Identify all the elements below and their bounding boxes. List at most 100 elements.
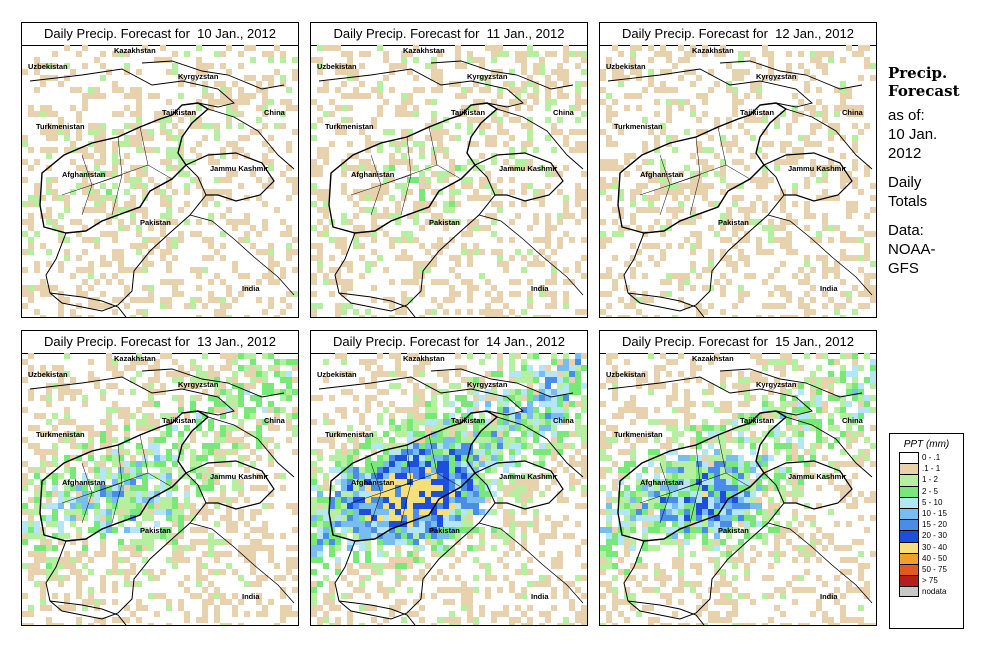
- precip-cell: [684, 99, 690, 105]
- precip-cell: [678, 407, 684, 413]
- precip-cell: [76, 509, 82, 515]
- precip-cell: [317, 527, 323, 533]
- precip-cell: [317, 219, 323, 225]
- precip-cell: [768, 231, 774, 237]
- precip-cell: [744, 273, 750, 279]
- precip-cell: [389, 509, 395, 515]
- precip-cell: [100, 261, 106, 267]
- coastline: [49, 600, 127, 625]
- precip-cell: [142, 491, 148, 497]
- precip-cell: [371, 527, 377, 533]
- precip-cell: [365, 503, 371, 509]
- precip-cell: [154, 611, 160, 617]
- precip-cell: [118, 51, 124, 57]
- precip-cell: [762, 183, 768, 189]
- precip-cell: [449, 437, 455, 443]
- precip-cell: [172, 413, 178, 419]
- precip-cell: [166, 527, 172, 533]
- precip-cell: [232, 99, 238, 105]
- precip-cell: [431, 413, 437, 419]
- precip-cell: [509, 81, 515, 87]
- precip-cell: [196, 105, 202, 111]
- precip-cell: [467, 51, 473, 57]
- precip-cell: [672, 315, 678, 317]
- precip-cell: [467, 297, 473, 303]
- precip-cell: [774, 425, 780, 431]
- precip-cell: [840, 303, 846, 309]
- precip-cell: [154, 93, 160, 99]
- precip-cell: [672, 389, 678, 395]
- precip-cell: [178, 395, 184, 401]
- precip-cell: [52, 413, 58, 419]
- precip-cell: [124, 201, 130, 207]
- precip-cell: [323, 201, 329, 207]
- precip-cell: [756, 183, 762, 189]
- precip-cell: [160, 497, 166, 503]
- precip-cell: [34, 159, 40, 165]
- precip-cell: [202, 551, 208, 557]
- precip-cell: [208, 497, 214, 503]
- precip-cell: [642, 231, 648, 237]
- precip-cell: [521, 587, 527, 593]
- precip-cell: [154, 219, 160, 225]
- precip-cell: [612, 231, 618, 237]
- precip-cell: [804, 177, 810, 183]
- place-label: Afghanistan: [640, 170, 684, 179]
- precip-cell: [178, 467, 184, 473]
- precip-cell: [22, 563, 28, 569]
- precip-cell: [786, 437, 792, 443]
- precip-cell: [317, 581, 323, 587]
- precip-cell: [449, 455, 455, 461]
- precip-cell: [106, 303, 112, 309]
- precip-cell: [106, 437, 112, 443]
- precip-cell: [521, 69, 527, 75]
- precip-cell: [858, 129, 864, 135]
- precip-cell: [449, 623, 455, 625]
- forecast-panel-5: Daily Precip. Forecast for 14 Jan., 2012…: [310, 330, 588, 626]
- precip-cell: [365, 383, 371, 389]
- precip-cell: [130, 413, 136, 419]
- precip-cell: [473, 557, 479, 563]
- precip-cell: [395, 497, 401, 503]
- precip-cell: [630, 243, 636, 249]
- precip-cell: [335, 521, 341, 527]
- precip-cell: [660, 291, 666, 297]
- precip-cell: [286, 569, 292, 575]
- precip-cell: [846, 353, 852, 359]
- precip-cell: [575, 189, 581, 195]
- precip-cell: [672, 407, 678, 413]
- precip-cell: [286, 87, 292, 93]
- precip-cell: [575, 141, 581, 147]
- precip-cell: [40, 515, 46, 521]
- precip-cell: [557, 623, 563, 625]
- precip-cell: [497, 401, 503, 407]
- precip-cell: [449, 425, 455, 431]
- precip-cell: [521, 365, 527, 371]
- precip-cell: [371, 497, 377, 503]
- precip-cell: [244, 611, 250, 617]
- precip-cell: [557, 189, 563, 195]
- precip-cell: [148, 449, 154, 455]
- precip-cell: [226, 189, 232, 195]
- province-line: [139, 434, 149, 474]
- precip-cell: [780, 353, 786, 359]
- precip-cell: [654, 111, 660, 117]
- precip-cell: [461, 165, 467, 171]
- precip-cell: [136, 371, 142, 377]
- precip-cell: [389, 533, 395, 539]
- precip-cell: [40, 365, 46, 371]
- precip-cell: [419, 521, 425, 527]
- precip-cell: [94, 491, 100, 497]
- precip-cell: [232, 267, 238, 273]
- precip-cell: [100, 129, 106, 135]
- precip-cell: [798, 51, 804, 57]
- precip-cell: [244, 431, 250, 437]
- precip-cell: [335, 45, 341, 51]
- precip-cell: [94, 617, 100, 623]
- precip-cell: [563, 389, 569, 395]
- precip-cell: [286, 377, 292, 383]
- precip-cell: [178, 279, 184, 285]
- precip-cell: [112, 165, 118, 171]
- precip-cell: [383, 473, 389, 479]
- precip-cell: [226, 219, 232, 225]
